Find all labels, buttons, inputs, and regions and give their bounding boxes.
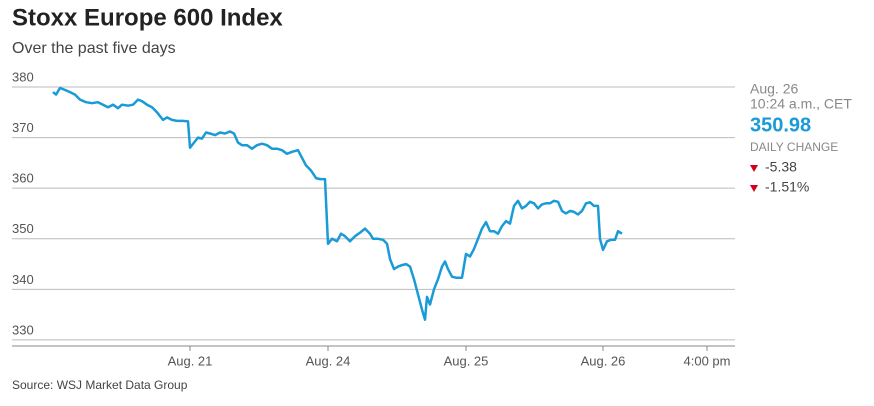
y-tick-label: 350 (12, 221, 34, 236)
source: Source: WSJ Market Data Group (12, 378, 188, 392)
panel-change: -5.38 (765, 159, 797, 175)
down-arrow (750, 165, 758, 172)
panel-change-pct: -1.51% (765, 179, 809, 195)
down-arrow (750, 185, 758, 192)
x-tick-label: Aug. 24 (306, 353, 351, 368)
panel-change-label: DAILY CHANGE (750, 140, 838, 154)
chart-title: Stoxx Europe 600 Index (12, 4, 283, 31)
x-tick-label: Aug. 26 (581, 353, 626, 368)
x-tick-label: 4:00 pm (684, 353, 731, 368)
panel-date: Aug. 26 (750, 81, 798, 97)
y-tick-label: 360 (12, 171, 34, 186)
y-tick-label: 370 (12, 120, 34, 135)
y-tick-label: 340 (12, 272, 34, 287)
y-tick-label: 380 (12, 69, 34, 84)
panel-last: 350.98 (750, 114, 811, 136)
y-tick-label: 330 (12, 322, 34, 337)
price-line (52, 86, 623, 321)
x-tick-label: Aug. 21 (168, 353, 213, 368)
x-tick-label: Aug. 25 (444, 353, 489, 368)
chart-subtitle: Over the past five days (12, 40, 176, 57)
panel-time: 10:24 a.m., CET (750, 96, 852, 112)
